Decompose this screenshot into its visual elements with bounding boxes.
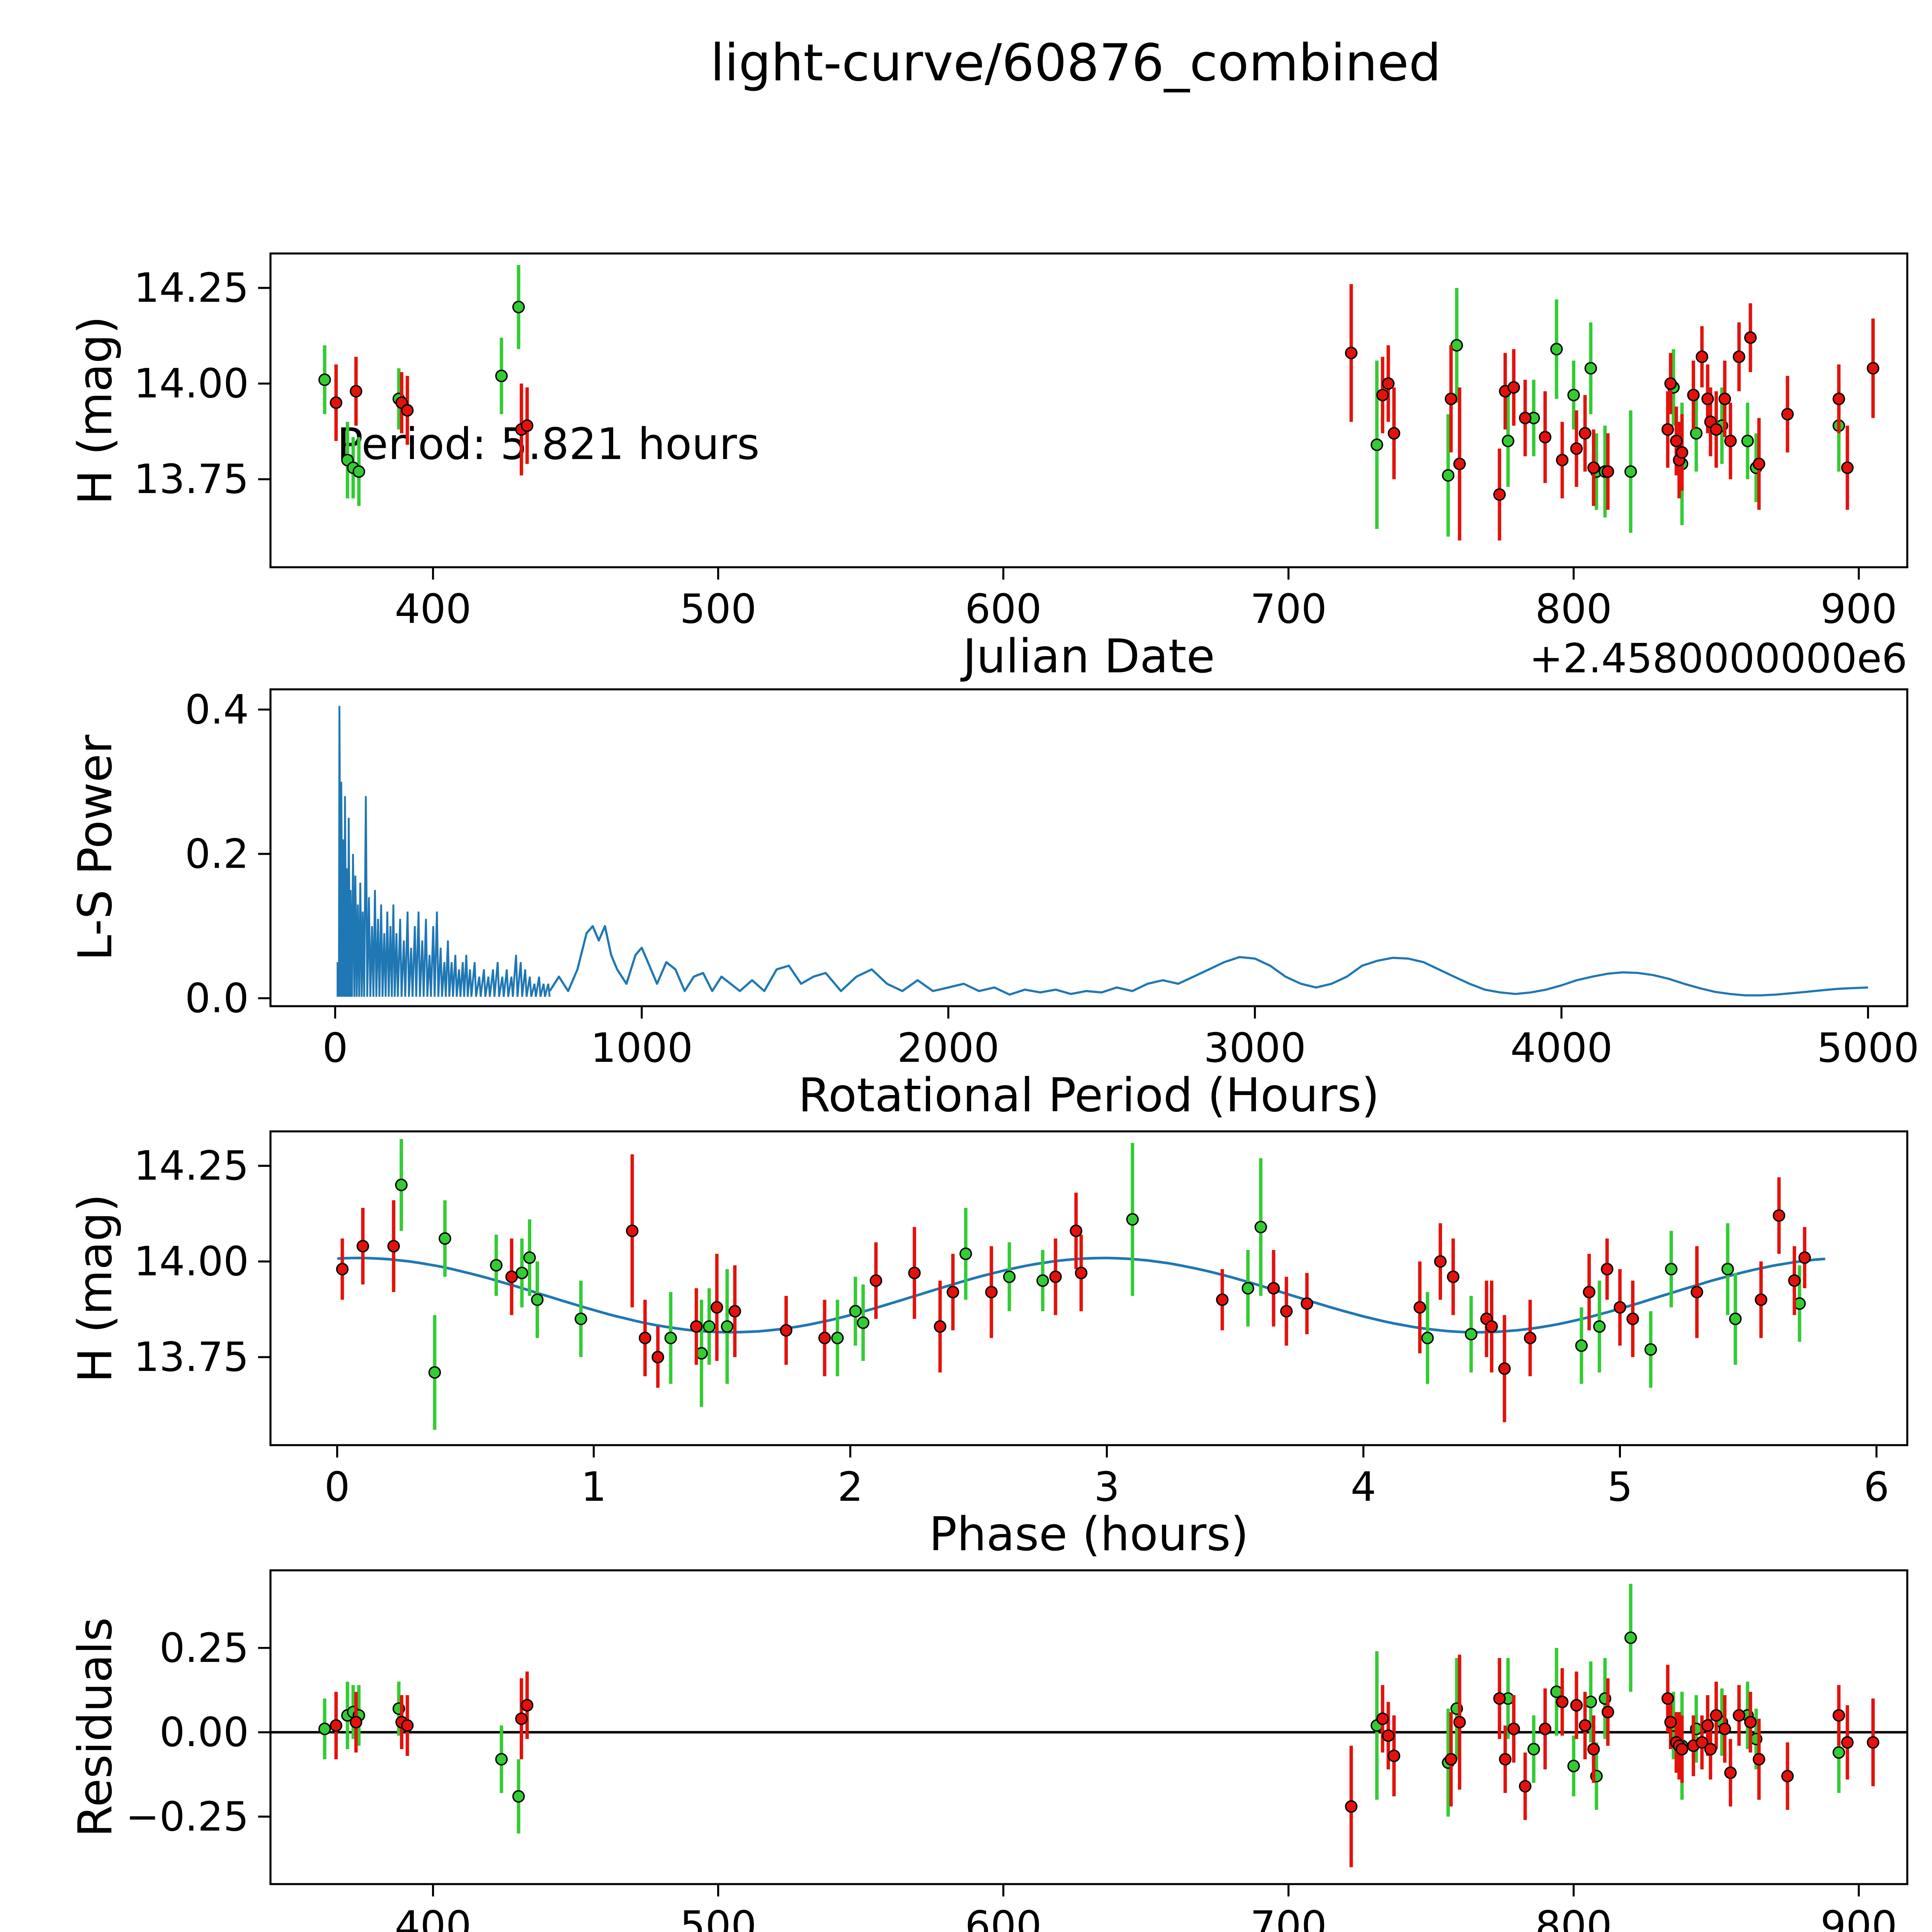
ls-power-curve xyxy=(549,925,1868,997)
axes-frame xyxy=(269,688,1908,1007)
svg-text:1000: 1000 xyxy=(590,1024,693,1071)
scatter-red-res xyxy=(330,1655,1879,1867)
scatter-green-obs xyxy=(318,265,1845,537)
svg-text:0.00: 0.00 xyxy=(159,1709,249,1756)
svg-text:800: 800 xyxy=(1535,1902,1612,1932)
svg-text:700: 700 xyxy=(1250,585,1327,633)
svg-text:6: 6 xyxy=(1864,1463,1889,1510)
svg-text:2: 2 xyxy=(837,1463,863,1510)
svg-text:2000: 2000 xyxy=(897,1024,1000,1071)
svg-text:14.25: 14.25 xyxy=(134,1142,249,1189)
svg-text:Residuals: Residuals xyxy=(69,1617,122,1837)
svg-text:+2.4580000000e6: +2.4580000000e6 xyxy=(1529,635,1907,682)
panel-phase: 0 1 2 3 4 5 6 13.75 14.00 14.25 Phase (hours) H (ma… xyxy=(69,1130,1908,1561)
svg-text:500: 500 xyxy=(680,1902,757,1932)
panel-periodogram: 0 1000 2000 3000 4000 5000 0.0 0.2 0.4 Rotational… xyxy=(69,686,1919,1122)
svg-text:0.25: 0.25 xyxy=(159,1624,249,1672)
scatter-red-obs xyxy=(330,284,1879,541)
axes-frame xyxy=(269,1130,1908,1446)
svg-text:Rotational Period (Hours): Rotational Period (Hours) xyxy=(798,1069,1379,1122)
svg-text:14.25: 14.25 xyxy=(134,264,249,311)
svg-text:13.75: 13.75 xyxy=(134,1333,249,1381)
svg-text:0: 0 xyxy=(322,1024,348,1071)
svg-text:0.0: 0.0 xyxy=(185,975,249,1022)
figure-title: light-curve/60876_combined xyxy=(710,33,1441,93)
svg-text:3000: 3000 xyxy=(1204,1024,1306,1071)
svg-text:900: 900 xyxy=(1820,1902,1897,1932)
svg-text:400: 400 xyxy=(395,585,471,633)
svg-text:14.00: 14.00 xyxy=(134,360,249,407)
ls-power-spikes xyxy=(337,706,551,997)
svg-text:3: 3 xyxy=(1094,1463,1119,1510)
svg-text:400: 400 xyxy=(395,1902,471,1932)
scatter-green-phase xyxy=(395,1139,1806,1430)
svg-text:1: 1 xyxy=(581,1463,606,1510)
svg-text:13.75: 13.75 xyxy=(134,456,249,503)
svg-text:5000: 5000 xyxy=(1817,1024,1919,1071)
svg-text:800: 800 xyxy=(1535,585,1612,633)
svg-text:L-S Power: L-S Power xyxy=(69,735,122,961)
svg-text:−0.25: −0.25 xyxy=(126,1793,249,1840)
svg-text:0: 0 xyxy=(325,1463,350,1510)
svg-text:600: 600 xyxy=(965,1902,1042,1932)
svg-text:H (mag): H (mag) xyxy=(69,316,122,505)
svg-text:500: 500 xyxy=(680,585,757,633)
axes-frame xyxy=(269,252,1908,568)
panel-lightcurve: 400 500 600 700 800 900 13.75 14.00 14.25 Julian … xyxy=(69,252,1908,684)
svg-text:900: 900 xyxy=(1820,585,1897,633)
svg-text:14.00: 14.00 xyxy=(134,1238,249,1285)
svg-text:700: 700 xyxy=(1250,1902,1327,1932)
svg-text:0.2: 0.2 xyxy=(185,830,249,878)
svg-text:5: 5 xyxy=(1607,1463,1633,1510)
svg-text:Julian Date: Julian Date xyxy=(960,630,1215,684)
scatter-red-phase xyxy=(336,1154,1811,1422)
axes-frame xyxy=(269,1569,1908,1885)
svg-text:600: 600 xyxy=(965,585,1042,633)
scatter-green-res xyxy=(318,1583,1845,1834)
svg-text:4000: 4000 xyxy=(1510,1024,1613,1071)
svg-text:0.4: 0.4 xyxy=(185,686,249,733)
svg-text:Phase (hours): Phase (hours) xyxy=(929,1508,1248,1561)
svg-text:H (mag): H (mag) xyxy=(69,1194,122,1383)
chart-root: 400 500 600 700 800 90013.7514.0014.25Julian … xyxy=(69,252,1919,1932)
svg-text:4: 4 xyxy=(1350,1463,1376,1510)
